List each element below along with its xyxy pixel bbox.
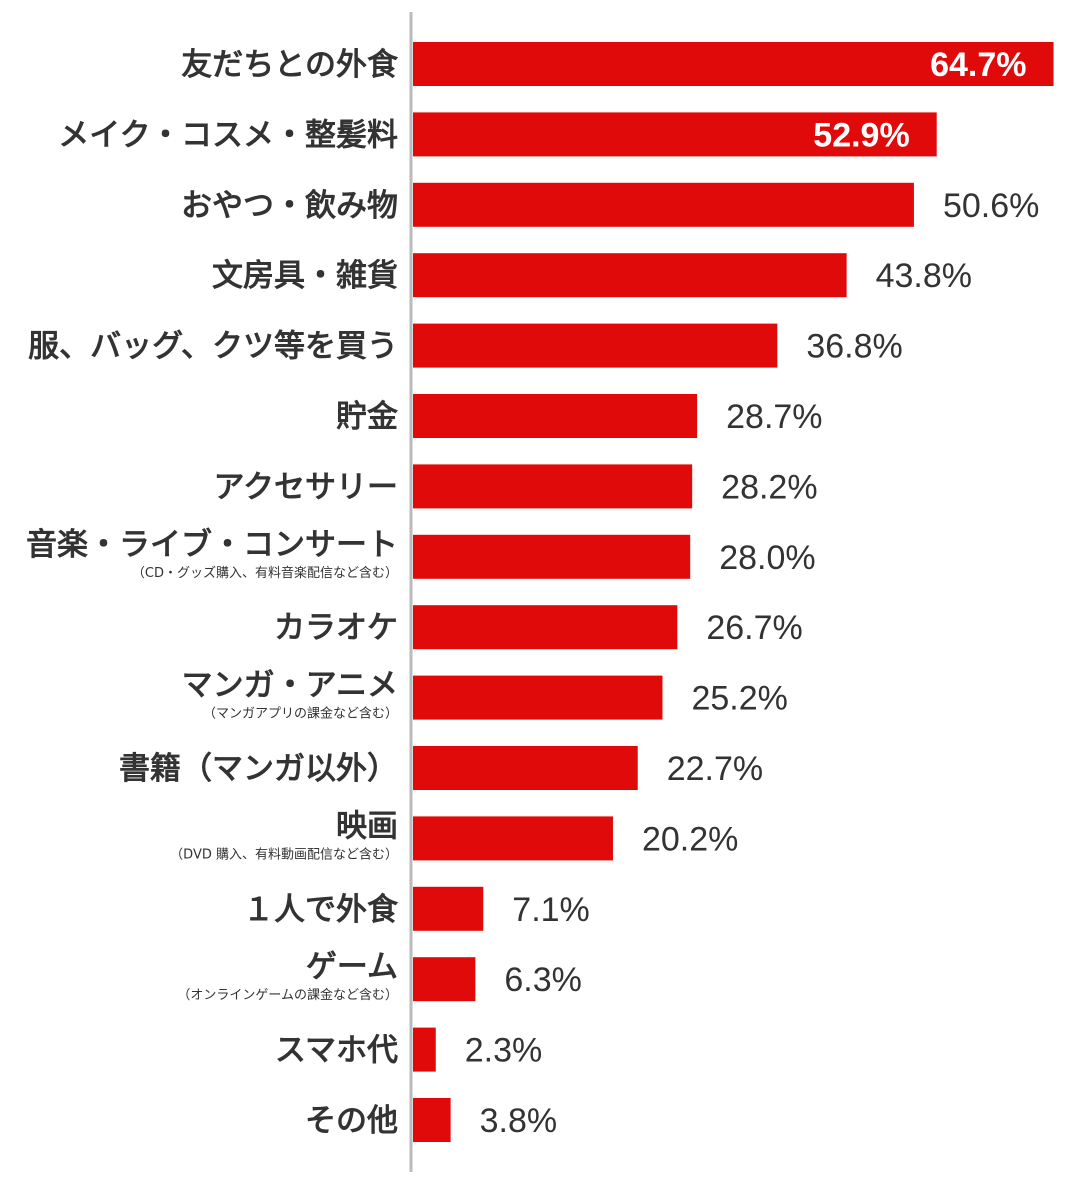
value-label-16: 3.8% bbox=[480, 1102, 558, 1140]
bar-14 bbox=[413, 957, 476, 1002]
category-sublabel-12: （DVD 購入、有料動画配信など含む） bbox=[170, 846, 398, 862]
bar-12 bbox=[413, 816, 613, 861]
category-label-9: カラオケ bbox=[274, 610, 398, 646]
bar-9 bbox=[413, 605, 678, 650]
category-label-14: ゲーム bbox=[306, 949, 398, 985]
value-label-2: 52.9% bbox=[813, 116, 909, 154]
bar-4 bbox=[413, 253, 847, 298]
category-label-1: 友だちとの外食 bbox=[181, 47, 399, 83]
category-label-13: １人で外食 bbox=[243, 892, 399, 928]
bar-11 bbox=[413, 746, 638, 790]
value-label-8: 28.0% bbox=[719, 539, 815, 577]
category-sublabel-14: （オンラインゲームの課金など含む） bbox=[177, 987, 398, 1003]
value-label-1: 64.7% bbox=[930, 46, 1026, 84]
value-label-4: 43.8% bbox=[876, 257, 972, 295]
category-label-6: 貯金 bbox=[336, 399, 399, 435]
bar-8 bbox=[413, 534, 691, 579]
value-label-15: 2.3% bbox=[465, 1032, 543, 1070]
category-label-16: その他 bbox=[305, 1103, 398, 1139]
value-label-9: 26.7% bbox=[706, 609, 802, 647]
category-sublabel-10: （マンガアプリの課金など含む） bbox=[203, 706, 398, 722]
bar-2 bbox=[413, 112, 937, 157]
category-label-4: 文房具・雑貨 bbox=[212, 258, 398, 294]
value-label-3: 50.6% bbox=[943, 187, 1039, 225]
bar-16 bbox=[413, 1098, 451, 1142]
bar-10 bbox=[413, 675, 663, 720]
bar-7 bbox=[413, 464, 693, 509]
value-label-7: 28.2% bbox=[721, 468, 817, 506]
bar-15 bbox=[413, 1027, 436, 1072]
category-label-11: 書籍（マンガ以外） bbox=[119, 751, 398, 787]
value-label-13: 7.1% bbox=[512, 891, 590, 929]
category-label-8: 音楽・ライブ・コンサート bbox=[26, 527, 398, 563]
bar-1 bbox=[413, 42, 1054, 86]
bar-6 bbox=[413, 394, 698, 438]
category-label-10: マンガ・アニメ bbox=[182, 668, 398, 704]
category-label-7: アクセサリー bbox=[214, 469, 398, 505]
bar-3 bbox=[413, 182, 914, 227]
category-sublabel-8: （CD・グッズ購入、有料音楽配信など含む） bbox=[132, 565, 398, 581]
value-label-10: 25.2% bbox=[691, 680, 787, 718]
value-label-6: 28.7% bbox=[726, 398, 822, 436]
value-label-14: 6.3% bbox=[504, 961, 582, 999]
value-label-11: 22.7% bbox=[667, 750, 763, 788]
bars-group bbox=[413, 42, 1054, 1142]
category-label-5: 服、バッグ、クツ等を買う bbox=[28, 329, 398, 365]
category-label-12: 映画 bbox=[336, 808, 398, 844]
value-label-5: 36.8% bbox=[806, 328, 902, 366]
category-label-2: メイク・コスメ・整髪料 bbox=[58, 117, 398, 153]
bar-13 bbox=[413, 886, 484, 931]
category-label-3: おやつ・飲み物 bbox=[181, 188, 398, 224]
category-label-15: スマホ代 bbox=[275, 1033, 398, 1069]
value-labels-group: 64.7% 52.9% 50.6% 43.8% 36.8% 28.7% 28.2% 28.0%… bbox=[465, 46, 1040, 1140]
category-labels-group: 友だちとの外食メイク・コスメ・整髪料おやつ・飲み物文房具・雑貨服、バッグ、クツ等… bbox=[26, 47, 399, 1139]
value-label-12: 20.2% bbox=[642, 820, 738, 858]
bar-5 bbox=[413, 323, 778, 368]
